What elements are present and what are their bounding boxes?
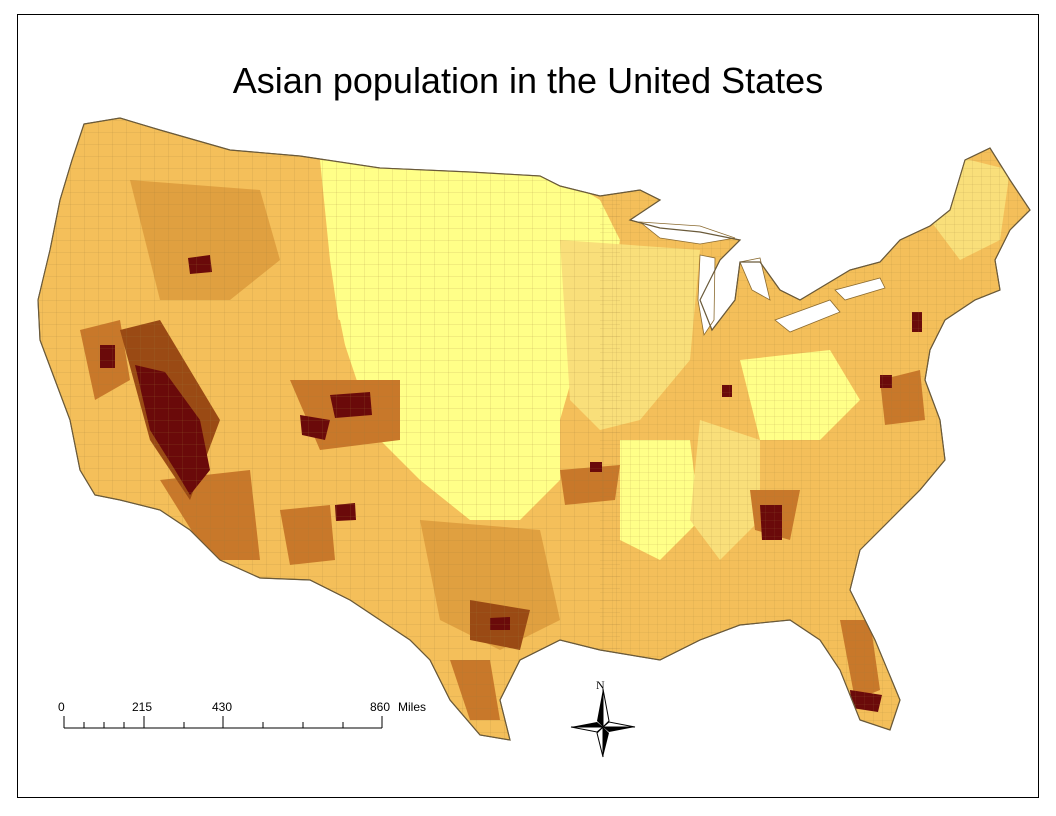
scale-unit: Miles [398,700,427,714]
lake [774,299,841,333]
lake [638,221,736,245]
north-label: N [596,678,605,692]
county-boundaries [38,118,1030,740]
lake [834,277,886,301]
map-title: Asian population in the United States [232,60,824,101]
scale-tick-860: 860 [370,700,391,714]
lake [697,254,716,337]
great-lakes [638,221,886,337]
scale-tick-430: 430 [212,700,233,714]
scale-tick-0: 0 [58,700,65,714]
lake [739,257,771,301]
scale-bar [63,716,383,729]
north-arrow-icon [570,688,636,758]
scale-tick-215: 215 [132,700,153,714]
